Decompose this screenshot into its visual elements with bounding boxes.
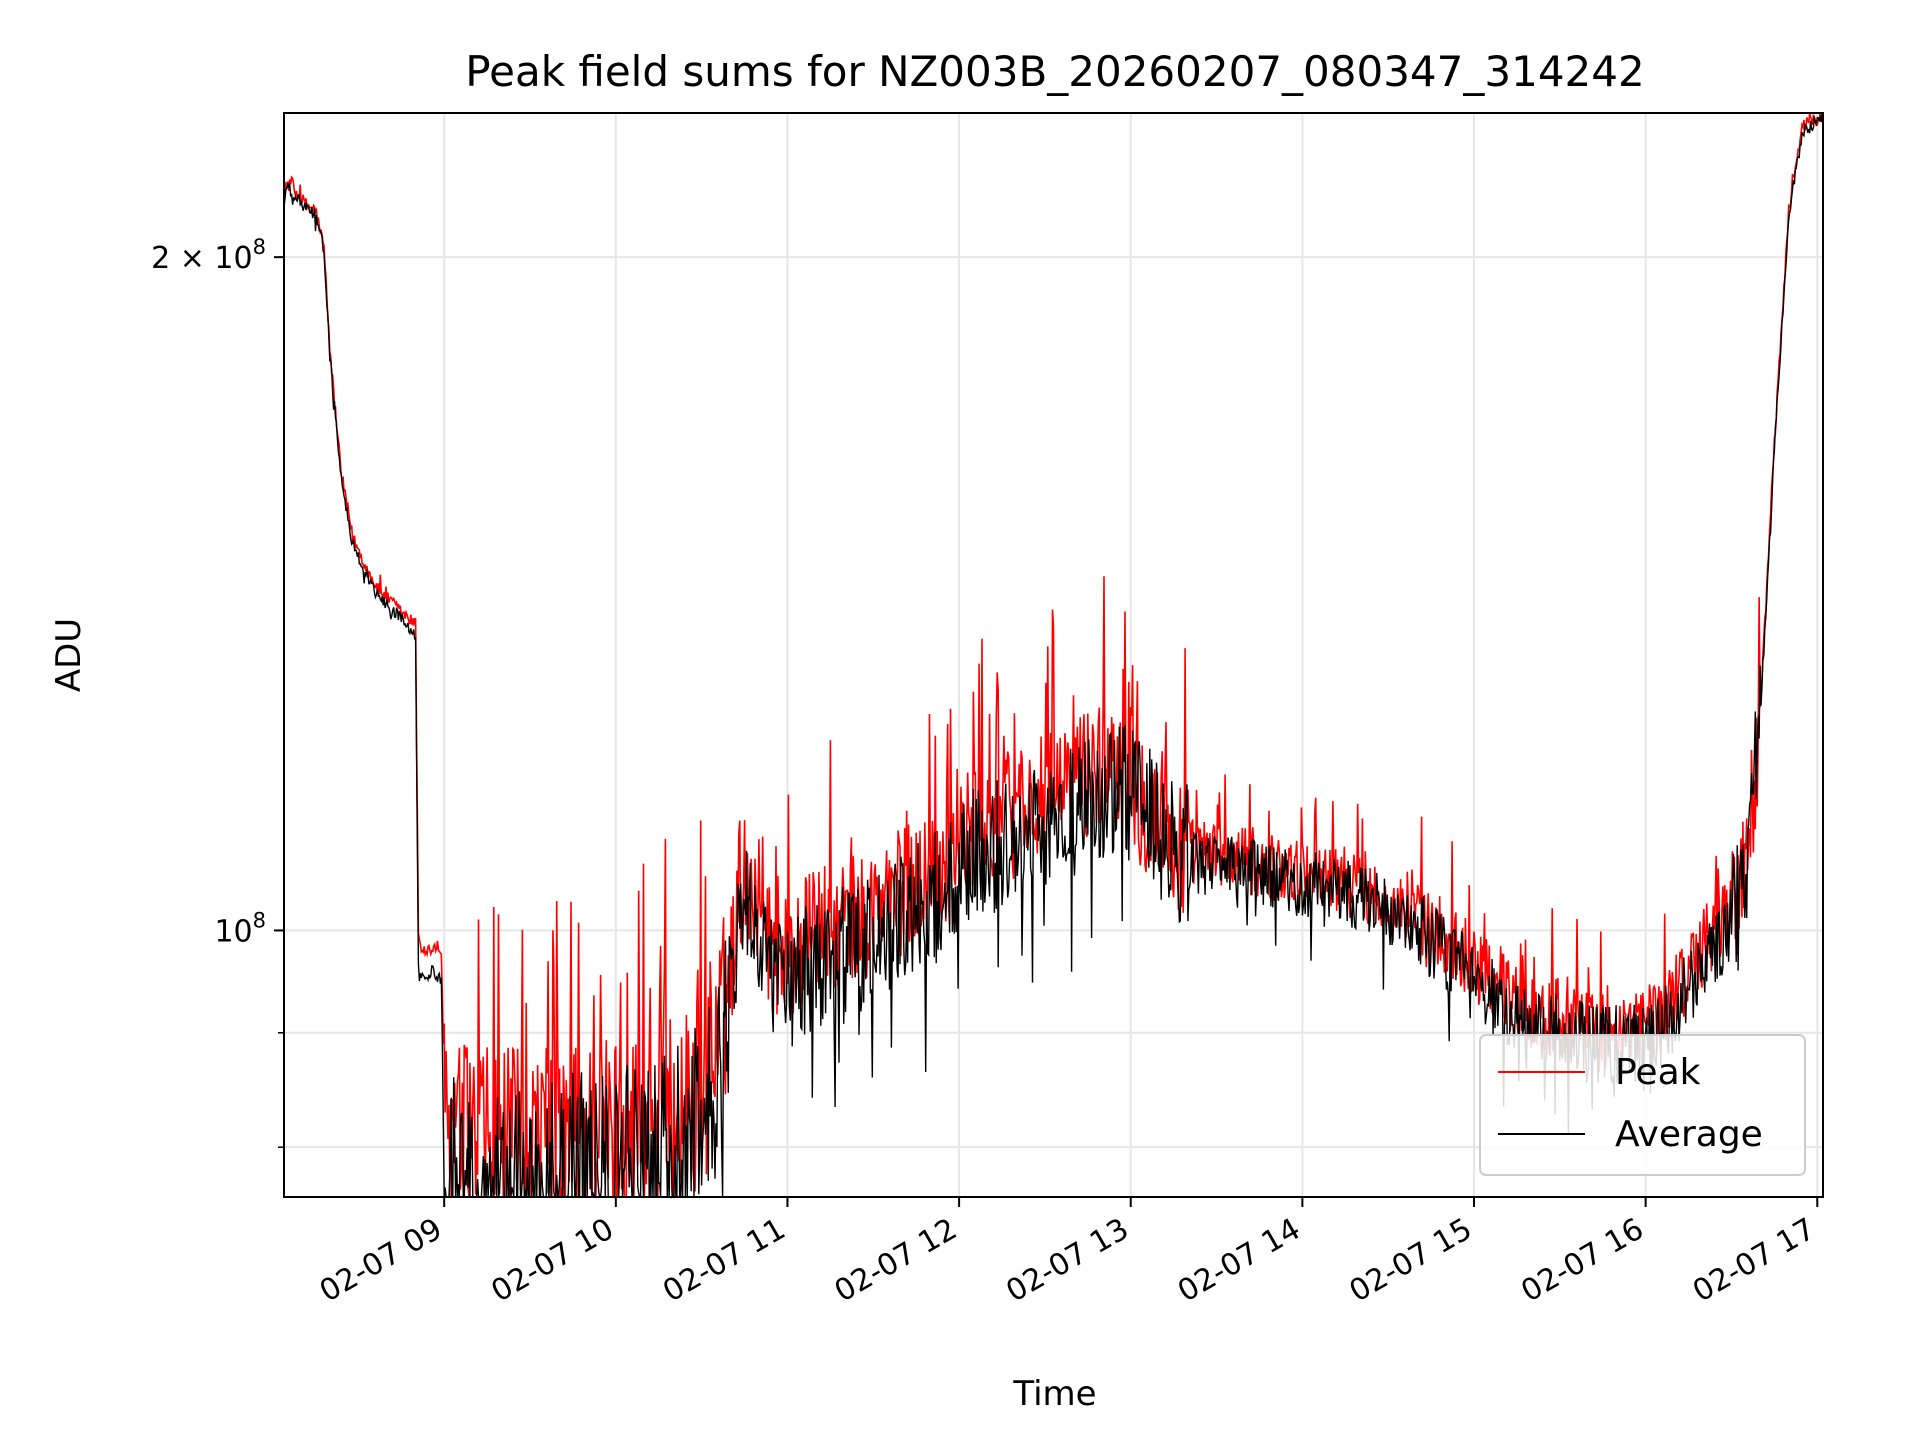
- grid: [284, 113, 1823, 1197]
- y-axis-label: ADU: [49, 618, 89, 692]
- y-tick-label: 2 × 108: [151, 235, 266, 276]
- legend-label-peak: Peak: [1615, 1052, 1701, 1093]
- chart-title: Peak field sums for NZ003B_20260207_0803…: [465, 47, 1644, 96]
- legend-box: [1479, 1034, 1806, 1176]
- legend-label-average: Average: [1615, 1114, 1763, 1155]
- legend: Peak Average: [1479, 1034, 1806, 1176]
- plot-frame: [283, 112, 1824, 1198]
- y-axis: 108 2 × 108: [151, 235, 284, 1148]
- x-axis-label: Time: [1012, 1374, 1096, 1414]
- y-tick-label: 108: [214, 908, 266, 949]
